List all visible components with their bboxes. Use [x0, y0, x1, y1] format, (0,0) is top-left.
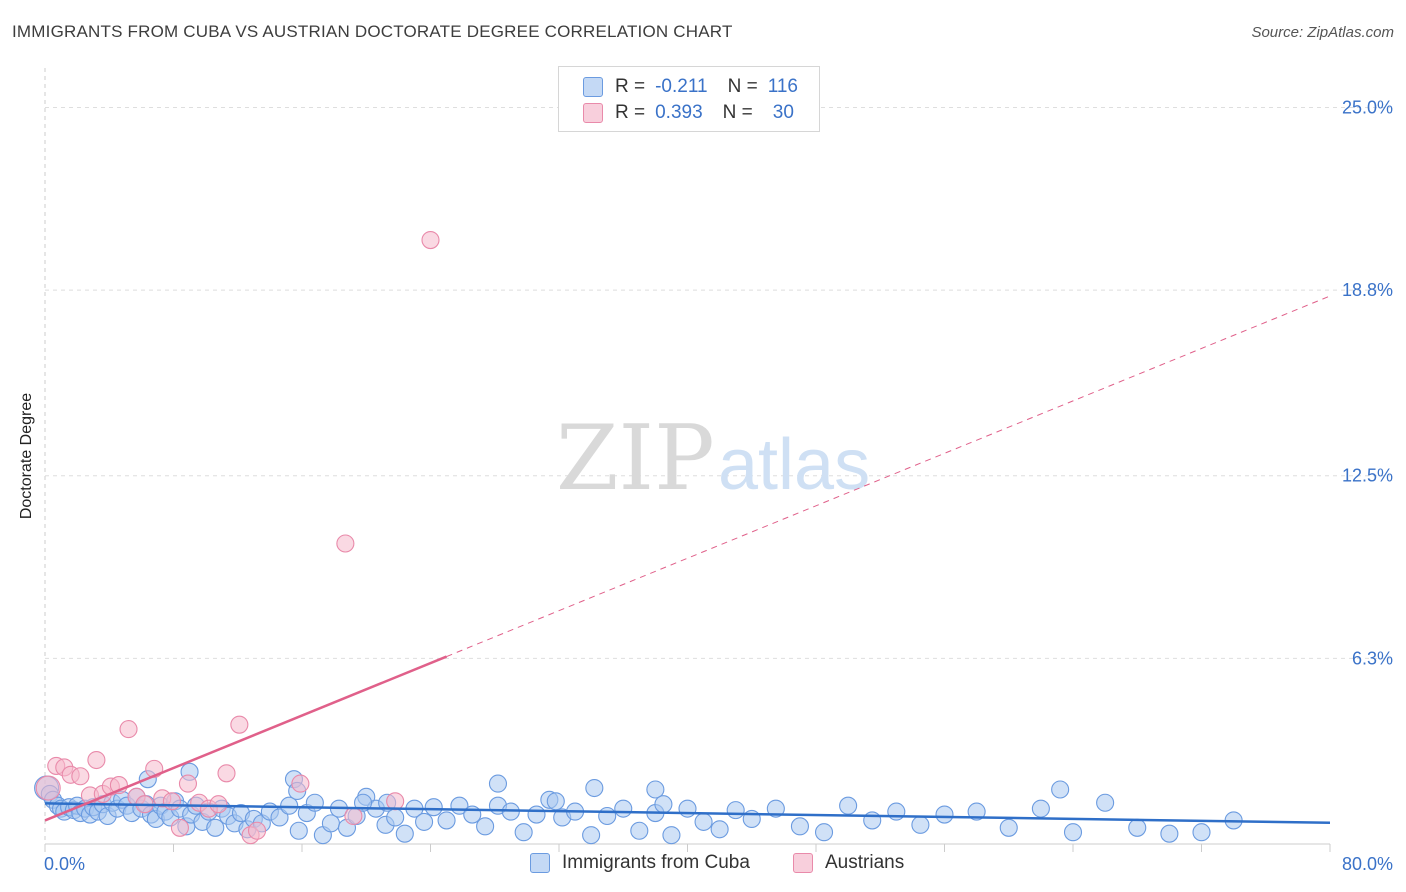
legend-row-cuba: R = -0.211 N = 116 [583, 76, 798, 98]
cuba-point [1096, 793, 1115, 812]
legend-item-cuba[interactable]: Immigrants from Cuba [530, 852, 750, 874]
cuba-point [630, 821, 649, 840]
y-tick-label: 12.5% [1342, 466, 1393, 486]
y-tick-label: 6.3% [1352, 648, 1393, 668]
watermark-atlas: atlas [718, 425, 870, 505]
trend-lines [44, 295, 1331, 825]
legend-n-label: N = [722, 102, 753, 123]
cuba-point [935, 805, 954, 824]
legend-n-value-austrians: 30 [772, 102, 794, 123]
series-legend: Immigrants from Cuba Austrians [0, 852, 1406, 878]
cuba-point [839, 796, 858, 815]
cuba-point [488, 774, 508, 793]
legend-label-austrians: Austrians [825, 852, 905, 873]
cuba-point [678, 799, 697, 818]
cuba-point [911, 815, 930, 834]
cuba-point [598, 806, 617, 826]
austrians-point [178, 774, 198, 793]
cuba-point [814, 823, 834, 842]
series-austrians [35, 230, 440, 845]
legend-n-label: N = [727, 76, 758, 97]
cuba-point [766, 799, 785, 818]
cuba-point [514, 823, 533, 842]
austrians-point [247, 821, 267, 840]
legend-r-value-cuba: -0.211 [655, 76, 708, 97]
watermark-zip: ZIP [556, 406, 715, 511]
austrians-point [344, 806, 363, 826]
legend-swatch-cuba [530, 853, 550, 873]
chart-title: IMMIGRANTS FROM CUBA VS AUSTRIAN DOCTORA… [12, 22, 733, 41]
y-tick-label: 25.0% [1342, 97, 1393, 117]
austrians-point [87, 750, 106, 770]
legend-label-cuba: Immigrants from Cuba [562, 852, 750, 873]
cuba-point [527, 805, 546, 824]
legend-r-label: R = [615, 76, 646, 97]
x-tick-label-min: 0.0% [44, 854, 85, 874]
austrians-point [71, 767, 90, 786]
cuba-point [694, 812, 713, 831]
legend-swatch-austrians [583, 103, 603, 123]
cuba-point [999, 818, 1018, 837]
cuba-point [1031, 799, 1050, 818]
cuba-point [206, 818, 225, 837]
watermark: ZIP atlas [556, 406, 870, 511]
legend-r-label: R = [615, 102, 646, 123]
cuba-point [270, 808, 289, 827]
legend-r-value-austrians: 0.393 [655, 102, 703, 123]
cuba-point [662, 826, 681, 845]
x-tick-label-max: 80.0% [1342, 854, 1393, 874]
cuba-point [726, 801, 745, 820]
legend-row-austrians: R = 0.393 N = 30 [583, 102, 794, 124]
cuba-point [424, 798, 443, 817]
austrians-point [217, 764, 236, 783]
austrians-point [209, 795, 228, 814]
austrians-point [386, 792, 405, 811]
gridlines [45, 106, 1390, 659]
cuba-point [1160, 824, 1179, 843]
cuba-point [967, 802, 986, 821]
correlation-legend: R = -0.211 N = 116 R = 0.393 N = 30 [558, 66, 820, 132]
austrians-point [421, 230, 440, 250]
cuba-point [710, 820, 729, 839]
legend-item-austrians[interactable]: Austrians [793, 852, 904, 874]
y-tick-label: 18.8% [1342, 280, 1393, 300]
cuba-point [1051, 780, 1070, 799]
trend-line-cuba [44, 802, 1331, 825]
austrians-point [291, 774, 310, 793]
cuba-point [582, 826, 601, 845]
legend-swatch-cuba [583, 77, 603, 97]
cuba-point [863, 811, 882, 830]
cuba-point [289, 821, 308, 840]
cuba-point [614, 799, 633, 818]
cuba-point [646, 780, 665, 799]
austrians-point [336, 534, 355, 553]
cuba-point [437, 811, 456, 830]
trend-line-austrians-extension [446, 295, 1331, 658]
cuba-point [1063, 823, 1083, 842]
tick-labels: 6.3% 12.5% 18.8% 25.0% 0.0% 80.0% [44, 97, 1393, 874]
cuba-point [415, 812, 434, 831]
austrians-point [119, 720, 138, 739]
cuba-point [476, 817, 495, 836]
austrians-point [162, 792, 181, 811]
cuba-point [585, 778, 604, 798]
cuba-point [546, 792, 565, 811]
cuba-point [654, 795, 673, 814]
legend-n-value-cuba: 116 [767, 76, 798, 97]
axes [44, 68, 1331, 852]
trend-line-austrians [44, 655, 448, 822]
cuba-point [1128, 818, 1147, 837]
source-credit: Source: ZipAtlas.com [1251, 24, 1394, 41]
austrians-point [35, 775, 61, 801]
austrians-point [230, 715, 249, 734]
cuba-point [395, 824, 414, 843]
austrians-point [170, 818, 189, 837]
cuba-point [1192, 823, 1211, 842]
legend-swatch-austrians [793, 853, 813, 873]
cuba-point [790, 817, 809, 836]
